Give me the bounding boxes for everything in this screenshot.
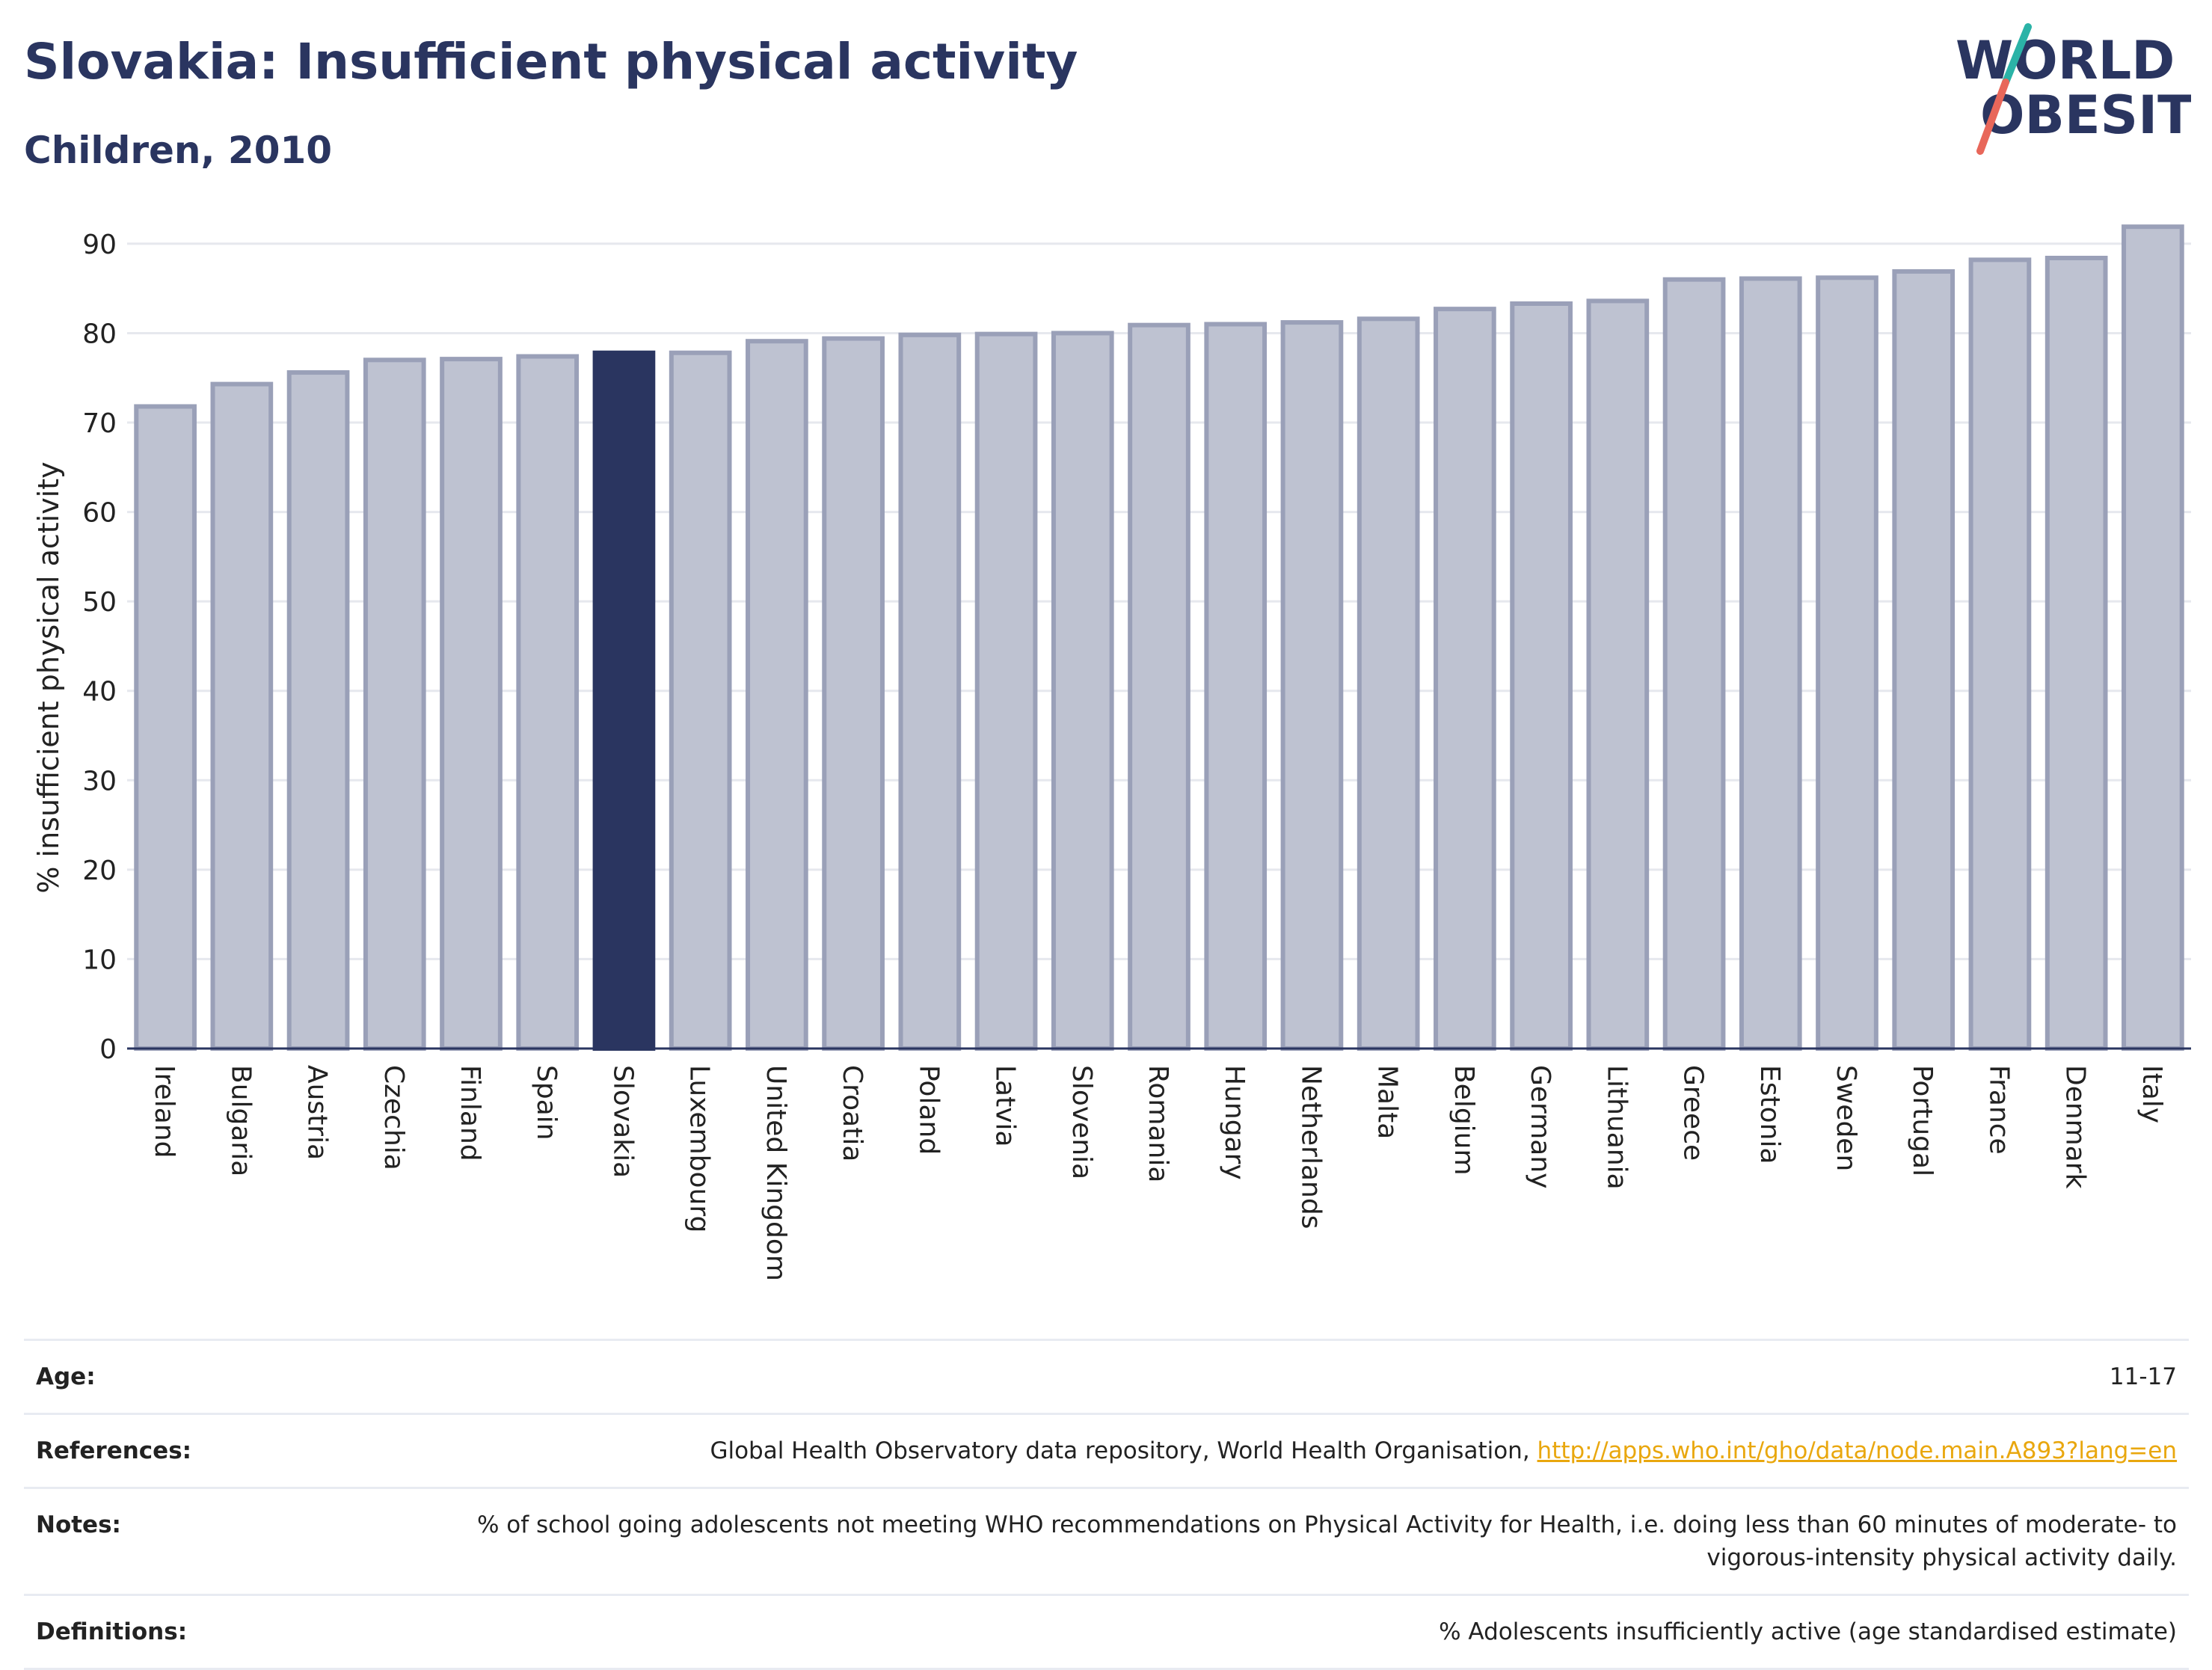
y-axis-label: % insufficient physical activity (32, 461, 65, 893)
bar-austria (286, 370, 350, 1051)
definitions-value: % Adolescents insufficiently active (age… (362, 1594, 2189, 1670)
x-tick-label: Austria (302, 1065, 333, 1160)
page-title: Slovakia: Insufficient physical activity (24, 33, 1078, 90)
bar-slovenia (1051, 331, 1114, 1051)
y-tick-label: 30 (82, 766, 117, 796)
x-tick-label: Croatia (837, 1065, 867, 1161)
y-tick-label: 50 (82, 587, 117, 618)
y-tick-label: 80 (82, 319, 117, 349)
bar-malta (1357, 316, 1420, 1051)
references-link[interactable]: http://apps.who.int/gho/data/node.main.A… (1537, 1437, 2177, 1464)
bar-netherlands (1280, 320, 1344, 1051)
x-tick-label: Estonia (1754, 1065, 1785, 1164)
y-axis-ticks: 0 10 20 30 40 50 60 70 80 90 (82, 230, 117, 1065)
x-tick-label: Luxembourg (684, 1065, 715, 1232)
definitions-row: Definitions: % Adolescents insufficientl… (24, 1594, 2189, 1670)
bar-croatia (822, 336, 885, 1051)
x-tick-label: Poland (913, 1065, 944, 1155)
y-tick-label: 60 (82, 498, 117, 529)
bar-finland (440, 357, 503, 1051)
logo-slash-red (1976, 79, 2009, 155)
bar-poland (898, 332, 962, 1051)
x-axis-ticks: Ireland Bulgaria Austria Czechia Finland Spai… (149, 1065, 2167, 1281)
bar-luxembourg (669, 350, 732, 1052)
world-obesity-logo: WORLD OBESITY (1956, 23, 2191, 155)
bar-lithuania (1586, 298, 1650, 1051)
y-tick-label: 40 (82, 677, 117, 707)
bar-latvia (974, 331, 1038, 1052)
x-tick-label: Ireland (149, 1065, 179, 1158)
bar-belgium (1434, 307, 1496, 1051)
x-tick-label: Malta (1372, 1065, 1403, 1139)
metadata-table: Age: 11-17 References: Global Health Obs… (24, 1339, 2189, 1670)
age-value: 11-17 (362, 1339, 2189, 1415)
notes-value: % of school going adolescents not meetin… (362, 1487, 2189, 1596)
age-label: Age: (24, 1339, 362, 1415)
bar-italy (2122, 224, 2184, 1051)
y-tick-label: 20 (82, 856, 117, 886)
x-tick-label: Slovenia (1066, 1065, 1097, 1179)
age-row: Age: 11-17 (24, 1339, 2189, 1415)
bar-united-kingdom (746, 339, 808, 1051)
logo-line-2: OBESITY (1980, 85, 2191, 146)
x-tick-label: United Kingdom (761, 1065, 791, 1281)
bar-chart: 0 10 20 30 40 50 60 70 80 90 Ireland Bulgaria Austr… (32, 224, 2191, 1281)
page-subtitle: Children, 2010 (24, 129, 333, 172)
x-tick-label: Sweden (1831, 1065, 1861, 1171)
bar-spain (516, 354, 580, 1051)
bar-sweden (1816, 275, 1878, 1052)
notes-row: Notes: % of school going adolescents not… (24, 1487, 2189, 1596)
x-tick-label: Germany (1525, 1065, 1555, 1188)
bar-portugal (1892, 268, 1956, 1051)
bar-denmark (2044, 256, 2108, 1051)
x-tick-label: Greece (1678, 1065, 1709, 1161)
notes-label: Notes: (24, 1487, 362, 1596)
y-tick-label: 90 (82, 230, 117, 260)
bar-bulgaria (210, 381, 274, 1051)
x-tick-label: Bulgaria (225, 1065, 256, 1176)
references-row: References: Global Health Observatory da… (24, 1413, 2189, 1489)
x-tick-label: Lithuania (1601, 1065, 1632, 1190)
references-text: Global Health Observatory data repositor… (710, 1437, 1537, 1464)
bar-france (1968, 257, 2032, 1051)
y-tick-label: 10 (82, 945, 117, 975)
x-tick-label: Portugal (1907, 1065, 1938, 1176)
x-tick-label: Hungary (1219, 1065, 1250, 1180)
x-tick-label: Spain (531, 1065, 562, 1141)
x-tick-label: Denmark (2060, 1065, 2091, 1189)
logo-slash-teal (2002, 23, 2032, 86)
x-tick-label: Belgium (1448, 1065, 1479, 1176)
bar-germany (1510, 301, 1573, 1051)
bar-slovakia (592, 350, 656, 1052)
bar-czechia (363, 357, 426, 1051)
bar-hungary (1204, 322, 1268, 1051)
y-tick-label: 0 (99, 1034, 117, 1065)
x-tick-label: Latvia (990, 1065, 1021, 1147)
x-tick-label: Netherlands (1295, 1065, 1326, 1229)
bar-ireland (134, 404, 197, 1051)
references-label: References: (24, 1413, 362, 1489)
bar-estonia (1739, 276, 1802, 1052)
bars (134, 224, 2184, 1052)
x-tick-label: France (1983, 1065, 2014, 1155)
y-tick-label: 70 (82, 408, 117, 439)
x-tick-label: Romania (1143, 1065, 1173, 1182)
bar-greece (1662, 277, 1726, 1051)
x-tick-label: Slovakia (607, 1065, 638, 1178)
x-tick-label: Italy (2136, 1065, 2167, 1123)
bar-romania (1128, 322, 1191, 1051)
x-tick-label: Finland (455, 1065, 485, 1161)
x-tick-label: Czechia (378, 1065, 409, 1170)
references-value: Global Health Observatory data repositor… (362, 1413, 2189, 1489)
definitions-label: Definitions: (24, 1594, 362, 1670)
logo-line-1: WORLD (1956, 30, 2175, 91)
